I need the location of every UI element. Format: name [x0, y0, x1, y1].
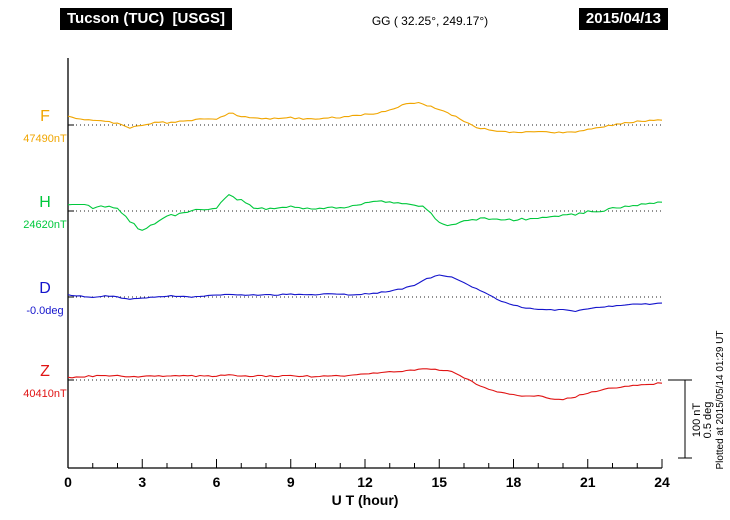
geo-coordinates-label: GG ( 32.25°, 249.17°)	[371, 14, 489, 28]
trace-H	[67, 194, 663, 231]
scale-label-deg: 0.5 deg	[702, 402, 714, 439]
x-tick-label: 3	[138, 474, 146, 490]
trace-F	[67, 101, 663, 134]
channel-value-F: 47490nT	[23, 133, 67, 145]
x-tick-label: 9	[287, 474, 295, 490]
date-badge: 2015/04/13	[578, 8, 668, 30]
channel-label-F: F	[40, 108, 50, 125]
trace-D	[67, 274, 663, 313]
channel-Z: Z 40410nT	[23, 363, 663, 401]
x-tick-label: 15	[431, 474, 447, 490]
channel-value-H: 24620nT	[23, 219, 67, 231]
channel-label-D: D	[39, 280, 51, 297]
x-tick-label: 21	[580, 474, 596, 490]
x-tick-label: 18	[506, 474, 522, 490]
channel-label-H: H	[39, 194, 51, 211]
channel-H: H 24620nT	[23, 194, 663, 231]
trace-Z	[67, 368, 663, 401]
scale-label-nt: 100 nT	[691, 403, 703, 438]
channel-F: F 47490nT	[23, 101, 663, 145]
scale-bar: 100 nT 0.5 deg	[668, 379, 714, 459]
channel-D: D -0.0deg	[26, 274, 663, 317]
channel-value-D: -0.0deg	[26, 305, 63, 317]
plotted-at-label: Plotted at 2015/05/14 01:29 UT	[715, 331, 726, 470]
channel-value-Z: 40410nT	[23, 388, 67, 400]
x-tick-label: 24	[654, 474, 670, 490]
x-tick-label: 6	[213, 474, 221, 490]
station-title-badge: Tucson (TUC) [USGS]	[60, 8, 233, 30]
x-tick-label: 0	[64, 474, 72, 490]
channel-label-Z: Z	[40, 363, 50, 380]
x-tick-label: 12	[357, 474, 373, 490]
x-axis-title: U T (hour)	[332, 492, 399, 508]
